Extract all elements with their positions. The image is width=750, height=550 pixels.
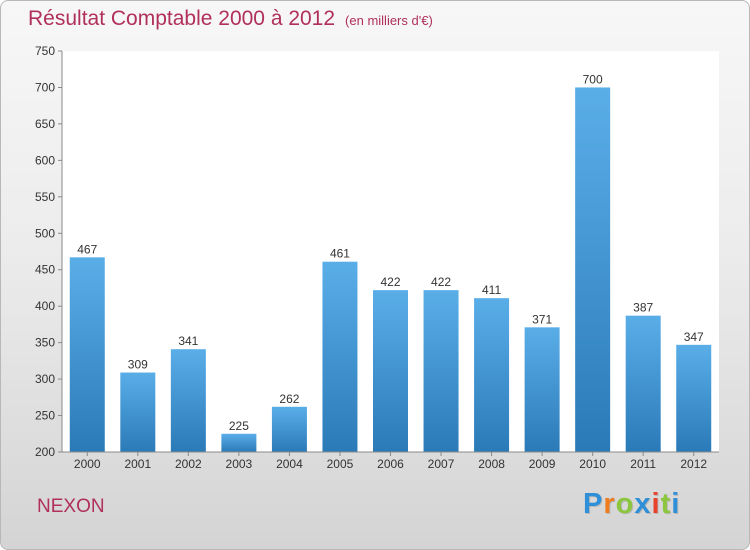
- x-tick-label: 2012: [680, 457, 707, 471]
- y-tick-label: 300: [35, 372, 55, 386]
- x-tick-label: 2000: [74, 457, 101, 471]
- x-tick-label: 2011: [630, 457, 656, 471]
- y-tick-label: 750: [35, 44, 55, 58]
- y-tick-label: 550: [35, 190, 55, 204]
- bar-value-label: 262: [279, 392, 299, 406]
- y-axis: 200 250 300 350 400 450 500 550 600 650 700 750: [35, 44, 62, 459]
- y-tick-label: 350: [35, 336, 55, 350]
- y-tick-label: 250: [35, 409, 55, 423]
- y-tick-label: 600: [35, 153, 55, 167]
- bar-2004: [271, 406, 307, 452]
- bar-value-label: 461: [330, 247, 350, 261]
- chart-title: Résultat Comptable 2000 à 2012 (en millie…: [28, 7, 433, 31]
- x-tick-label: 2005: [327, 457, 354, 471]
- bars: 467 309 341 225 262 461 422 422 411 371 700 387 347: [69, 72, 712, 453]
- y-tick-label: 450: [35, 263, 55, 277]
- bar-2000: [69, 257, 105, 452]
- x-tick-label: 2004: [276, 457, 303, 471]
- y-tick-label: 500: [35, 226, 55, 240]
- logo-letter: t: [660, 488, 672, 520]
- logo-letter: P: [583, 488, 604, 520]
- bar-2007: [423, 290, 459, 452]
- bar-value-label: 387: [633, 301, 653, 315]
- bar-2005: [322, 261, 358, 452]
- bar-2011: [625, 315, 661, 452]
- x-tick-label: 2006: [377, 457, 404, 471]
- bar-value-label: 347: [684, 330, 704, 344]
- chart-title-text: Résultat Comptable 2000 à 2012: [28, 7, 336, 30]
- bar-2010: [575, 87, 611, 453]
- bar-value-label: 371: [532, 312, 552, 326]
- bar-value-label: 225: [229, 419, 249, 433]
- bar-2008: [474, 298, 510, 452]
- logo-letter: o: [615, 488, 635, 520]
- x-tick-label: 2009: [529, 457, 556, 471]
- bar-2003: [221, 433, 257, 452]
- bar-2012: [676, 344, 712, 452]
- bar-value-label: 422: [380, 275, 400, 289]
- chart-subtitle: (en milliers d'€): [345, 13, 433, 28]
- bar-2001: [120, 372, 156, 452]
- y-tick-label: 200: [35, 445, 55, 459]
- x-axis: 2000 2001 2002 2003 2004 2005 2006 2007 2008 2009…: [74, 452, 707, 471]
- bar-2009: [524, 327, 560, 452]
- logo-letter: i: [671, 488, 681, 520]
- x-tick-label: 2010: [579, 457, 606, 471]
- bar-value-label: 411: [482, 283, 501, 297]
- x-tick-label: 2008: [478, 457, 505, 471]
- y-tick-label: 650: [35, 117, 55, 131]
- y-tick-label: 700: [35, 80, 55, 94]
- bar-value-label: 700: [583, 72, 603, 86]
- logo-letter: x: [634, 488, 652, 520]
- x-tick-label: 2001: [124, 457, 151, 471]
- x-tick-label: 2003: [226, 457, 253, 471]
- x-tick-label: 2007: [428, 457, 455, 471]
- bar-2002: [170, 349, 206, 452]
- bar-value-label: 467: [77, 242, 97, 256]
- bar-2006: [373, 290, 408, 452]
- y-tick-label: 400: [35, 299, 55, 313]
- logo-letter: i: [651, 488, 661, 520]
- proxiti-logo: Proxiti: [583, 488, 680, 521]
- bar-value-label: 309: [128, 358, 148, 372]
- bar-value-label: 341: [178, 334, 198, 348]
- x-tick-label: 2002: [175, 457, 202, 471]
- logo-letter: r: [603, 488, 616, 520]
- commune-name: NEXON: [37, 496, 105, 517]
- bar-value-label: 422: [431, 275, 451, 289]
